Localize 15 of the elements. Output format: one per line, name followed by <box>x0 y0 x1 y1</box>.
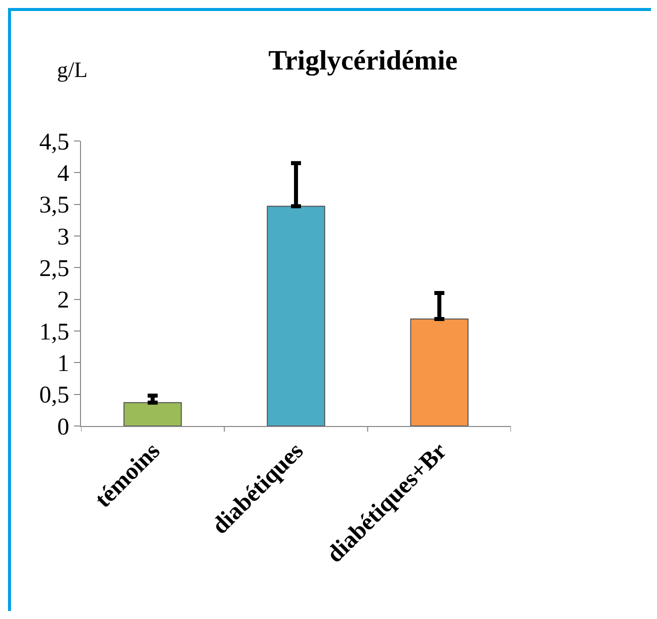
bar <box>266 206 326 426</box>
y-axis-title: g/L <box>57 57 88 82</box>
y-tick-label: 2,5 <box>39 256 70 282</box>
bar <box>124 402 182 426</box>
y-tick-label: 4,5 <box>39 129 70 156</box>
y-tick-label: 3 <box>57 224 70 250</box>
y-tick-label: 0,5 <box>39 382 70 409</box>
y-tick-label: 3,5 <box>39 192 70 219</box>
y-tick-label: 1 <box>57 351 70 378</box>
chart-title: Triglycéridémie <box>268 46 458 77</box>
bar <box>410 318 468 426</box>
y-tick-label: 0 <box>57 414 70 440</box>
y-tick-label: 1,5 <box>39 319 70 346</box>
y-tick-label: 4 <box>57 161 70 188</box>
y-tick-label: 2 <box>57 288 70 314</box>
